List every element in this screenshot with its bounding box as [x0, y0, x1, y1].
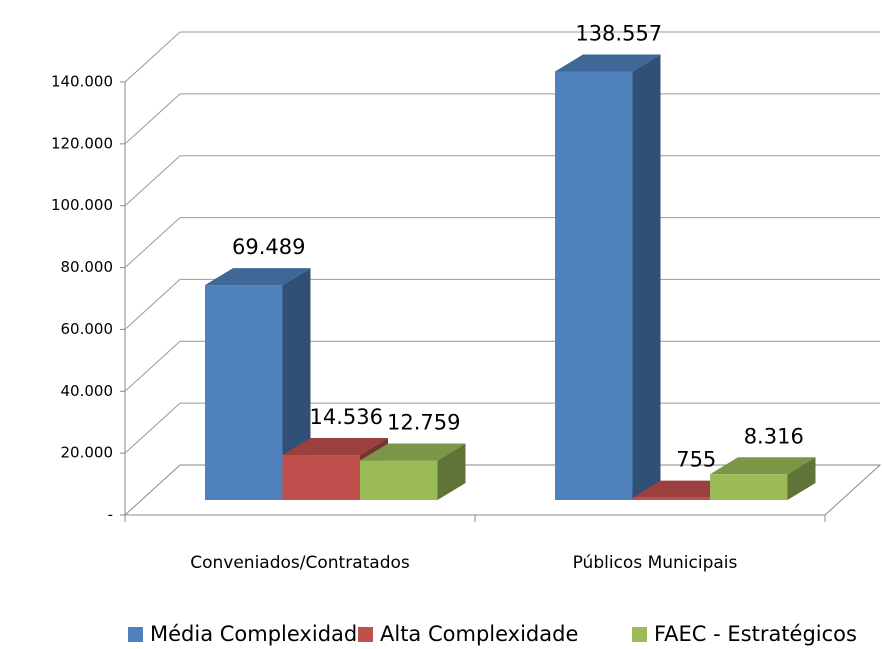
legend-swatch: [128, 627, 143, 642]
bar: [282, 455, 360, 500]
value-label: 14.536: [310, 405, 383, 429]
bar: [360, 460, 438, 500]
x-tick-label: Conveniados/Contratados: [190, 553, 410, 573]
bar-top: [555, 54, 661, 72]
bar: [555, 71, 633, 501]
y-tick-label: -: [108, 506, 113, 524]
value-label: 755: [676, 448, 716, 472]
x-tick-label: Públicos Municipais: [573, 553, 738, 573]
value-label: 69.489: [232, 235, 305, 259]
y-tick-label: 140.000: [51, 73, 113, 91]
legend-label: Média Complexidade: [150, 622, 370, 646]
legend-swatch: [358, 627, 373, 642]
bar-side: [437, 443, 466, 500]
bar-top: [282, 438, 388, 456]
bar: [205, 285, 283, 500]
bar-side: [632, 54, 661, 501]
legend-swatch: [632, 627, 647, 642]
y-tick-label: 80.000: [61, 258, 114, 276]
y-tick-label: 40.000: [61, 382, 114, 400]
y-tick-label: 20.000: [61, 444, 114, 462]
grid-line: [124, 93, 880, 145]
bar-side: [282, 268, 311, 500]
bar-top: [205, 268, 311, 286]
grid-line: [124, 31, 880, 83]
y-tick-label: 120.000: [51, 134, 113, 152]
value-label: 8.316: [744, 424, 804, 448]
grid-line: [124, 155, 880, 207]
legend-label: Alta Complexidade: [380, 622, 578, 646]
bar: [632, 497, 710, 500]
bar-top: [710, 457, 816, 475]
value-label: 138.557: [575, 21, 662, 45]
y-tick-label: 60.000: [61, 320, 114, 338]
legend-label: FAEC - Estratégicos: [654, 622, 857, 646]
y-tick-label: 100.000: [51, 196, 113, 214]
bar-top: [360, 443, 466, 461]
bar: [710, 474, 788, 500]
value-label: 12.759: [387, 411, 460, 435]
bar-side: [787, 457, 816, 500]
